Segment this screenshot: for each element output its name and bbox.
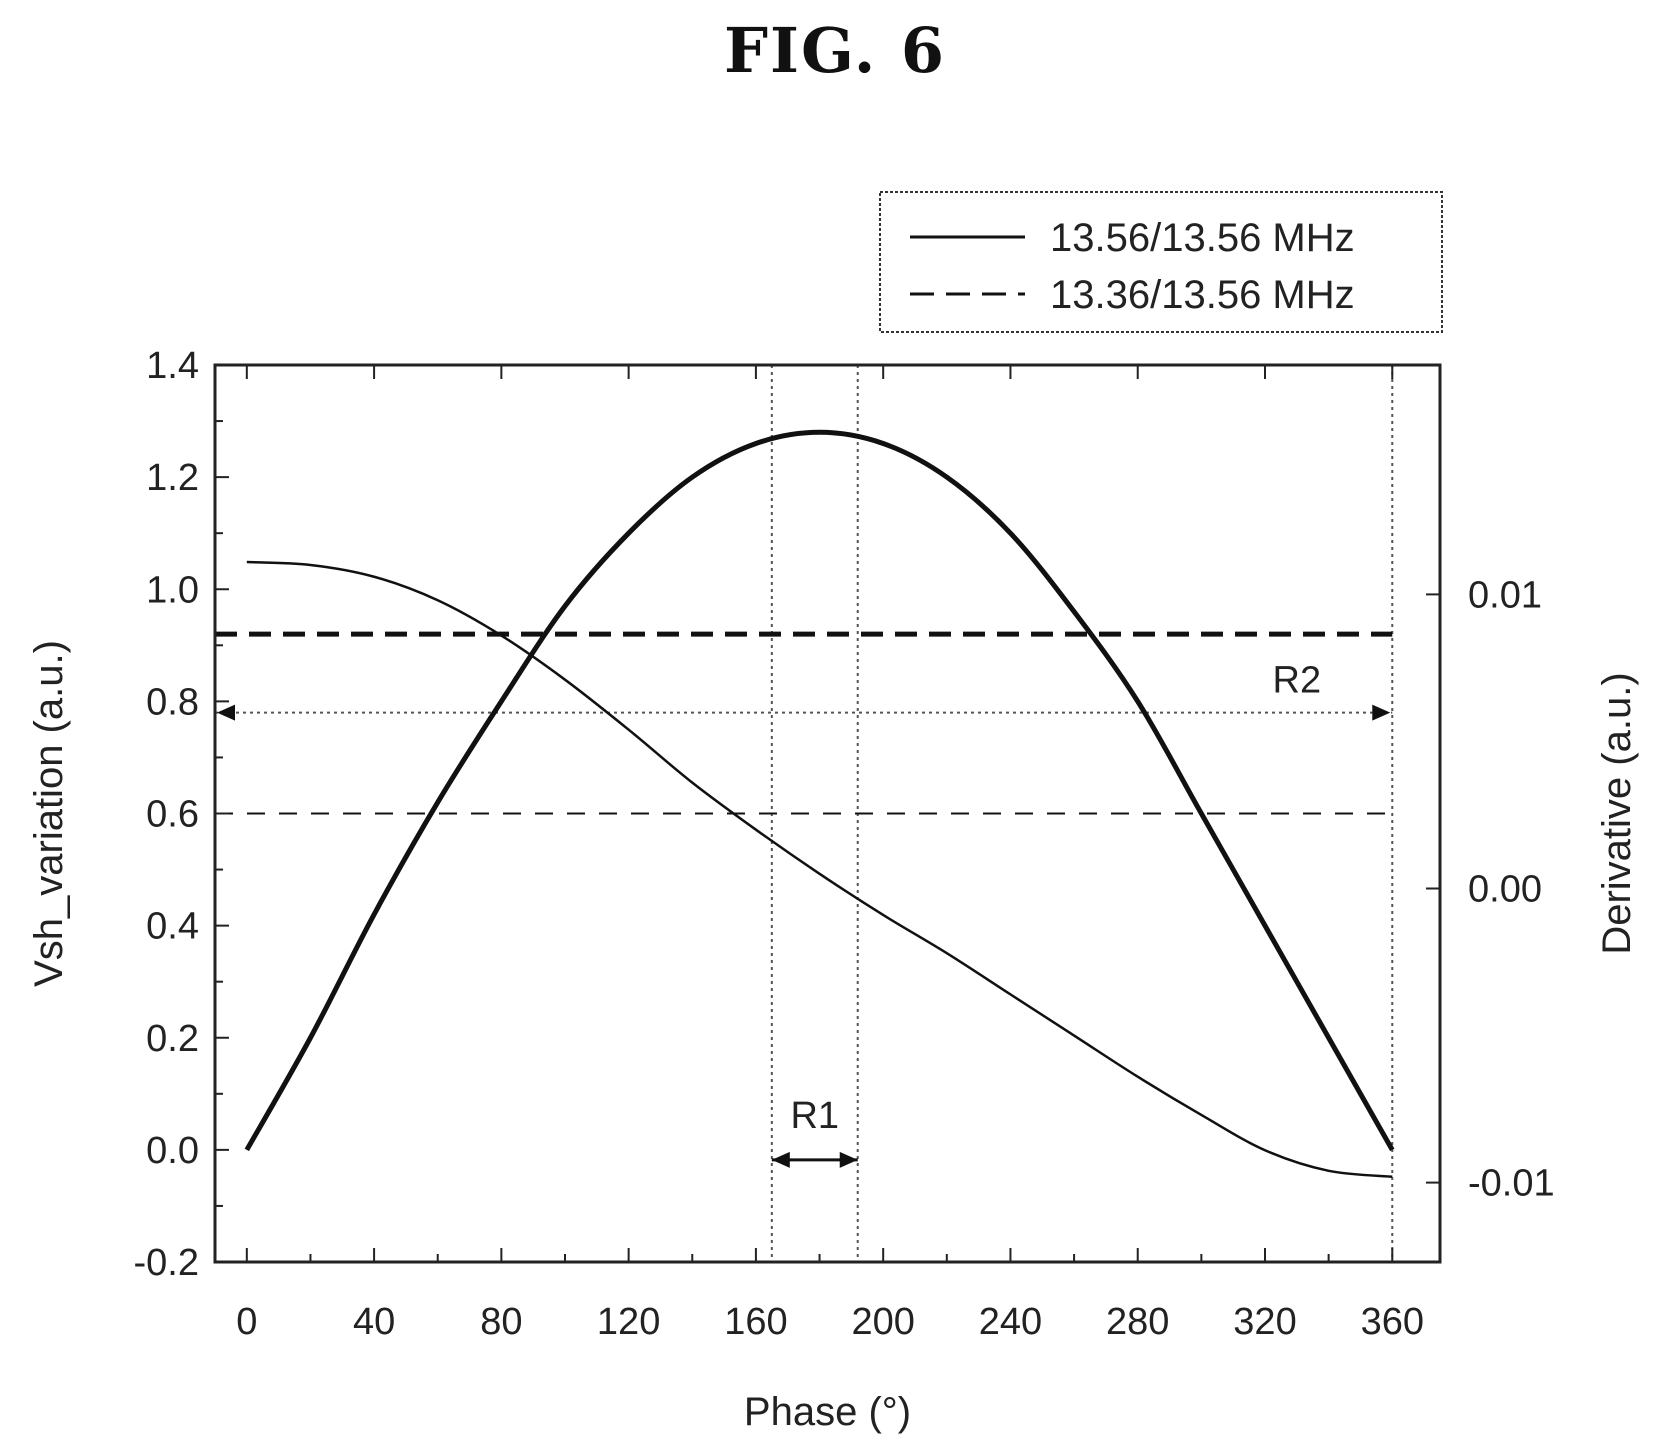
y-tick-label: 1.0 [146,569,199,611]
y2-axis-title: Derivative (a.u.) [1595,672,1639,954]
y-tick-label: 0.4 [146,906,199,948]
x-axis-title: Phase (°) [744,1390,911,1434]
y-tick-label: 0.2 [146,1018,199,1060]
arrowhead [217,705,235,721]
y-tick-label: 1.2 [146,457,199,499]
axes: 0 40 80 120 160 200 240 280 320 360 -0.2 0.0 0.2 0.4 0… [134,345,1555,1343]
x-tick-label: 40 [353,1301,395,1343]
y-tick-label: 0.8 [146,681,199,723]
x-tick-label: 280 [1106,1301,1169,1343]
vsh-variation-curve [247,432,1392,1150]
x-tick-label: 320 [1233,1301,1296,1343]
x-tick-label: 0 [236,1301,257,1343]
arrowhead [840,1152,858,1168]
x-tick-label: 160 [724,1301,787,1343]
legend: 13.56/13.56 MHz 13.36/13.56 MHz [880,192,1442,332]
r1-label: R1 [790,1095,839,1137]
y2-tick-label: -0.01 [1468,1163,1555,1205]
y-tick-label: 1.4 [146,345,199,387]
legend-label: 13.36/13.56 MHz [1050,273,1355,317]
legend-label: 13.56/13.56 MHz [1050,216,1355,260]
y-axis-title: Vsh_variation (a.u.) [27,640,71,987]
x-tick-label: 80 [480,1301,522,1343]
arrowhead [772,1152,790,1168]
series-layer [215,432,1392,1176]
y2-tick-label: 0.01 [1468,574,1542,616]
x-tick-label: 360 [1361,1301,1424,1343]
arrowhead [1372,705,1390,721]
x-tick-label: 200 [851,1301,914,1343]
y-tick-label: 0.6 [146,794,199,836]
y-tick-label: 0.0 [146,1130,199,1172]
annotation-layer: R1 R2 [217,660,1390,1168]
x-tick-label: 120 [597,1301,660,1343]
y-tick-label: -0.2 [134,1242,199,1284]
y2-tick-label: 0.00 [1468,868,1542,910]
derivative-curve [247,562,1392,1177]
x-tick-label: 240 [979,1301,1042,1343]
r2-label: R2 [1273,660,1322,702]
